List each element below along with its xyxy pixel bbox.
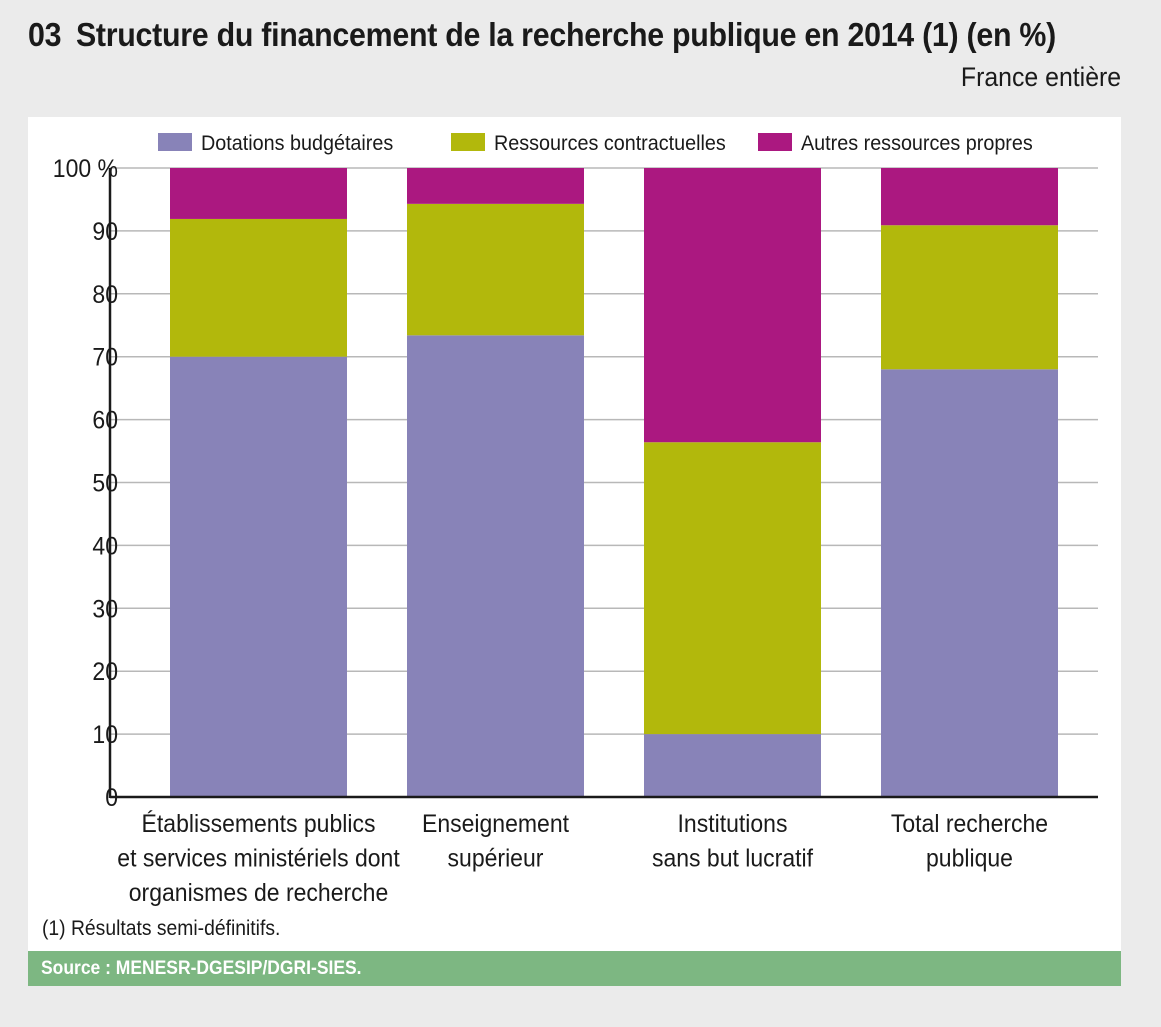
bar-segment: [881, 168, 1058, 226]
bar-segment: [170, 218, 347, 357]
legend-label: Dotations budgétaires: [201, 131, 393, 155]
x-category-labels: Établissements publics et services minist…: [117, 810, 1048, 907]
bar-segment: [170, 356, 347, 797]
bar-segment: [881, 225, 1058, 370]
bar-segment: [407, 203, 584, 336]
bar-segment: [407, 335, 584, 797]
y-tick-label: 100 %: [53, 155, 118, 183]
bar-segment: [881, 369, 1058, 797]
legend: Dotations budgétaires Ressources contract…: [158, 131, 1033, 155]
x-category-label: Institutions sans but lucratif: [652, 810, 813, 873]
legend-swatch: [758, 133, 792, 151]
y-tick-label: 90: [92, 218, 118, 246]
x-category-label-line: publique: [926, 845, 1013, 873]
y-tick-label: 60: [92, 407, 118, 435]
y-tick-label: 0: [105, 784, 118, 812]
source-text: Source : MENESR-DGESIP/DGRI-SIES.: [41, 958, 362, 979]
y-tick-label: 10: [92, 721, 118, 749]
figure-number: 03: [28, 16, 62, 53]
y-tick-label: 40: [92, 533, 118, 561]
x-category-label: Établissements publics et services minist…: [117, 810, 400, 907]
x-category-label-line: et services ministériels dont: [117, 845, 400, 873]
y-tick-label: 80: [92, 281, 118, 309]
x-category-label-line: supérieur: [448, 845, 544, 873]
legend-swatch: [451, 133, 485, 151]
x-category-label-line: Établissements publics: [142, 810, 376, 838]
title-text: Structure du financement de la recherche…: [75, 16, 1056, 53]
x-category-label-line: sans but lucratif: [652, 845, 813, 873]
chart-subtitle: France entière: [960, 62, 1121, 92]
source-bar: Source : MENESR-DGESIP/DGRI-SIES.: [28, 951, 1121, 986]
x-category-label: Total recherche publique: [891, 810, 1048, 873]
y-tick-label: 30: [92, 595, 118, 623]
bar-segment: [644, 734, 821, 797]
legend-swatch: [158, 133, 192, 151]
bar-segment: [407, 168, 584, 204]
bar-segment: [644, 168, 821, 443]
bars: [170, 168, 1058, 797]
x-category-label-line: organismes de recherche: [129, 879, 388, 907]
y-tick-label: 20: [92, 658, 118, 686]
y-tick-labels: 0 10 20 30 40 50 60 70 80 90 100 %: [53, 155, 118, 812]
footnote: (1) Résultats semi-définitifs.: [42, 917, 281, 940]
legend-label: Ressources contractuelles: [494, 131, 726, 155]
y-tick-label: 70: [92, 344, 118, 372]
bar-segment: [644, 442, 821, 735]
x-category-label-line: Enseignement: [422, 810, 569, 838]
axes: [108, 168, 1098, 799]
x-category-label-line: Institutions: [678, 810, 788, 838]
legend-label: Autres ressources propres: [801, 131, 1033, 155]
bar-segment: [170, 168, 347, 219]
y-tick-label: 50: [92, 470, 118, 498]
chart-title: 03 Structure du financement de la recherc…: [28, 16, 1056, 54]
x-category-label: Enseignement supérieur: [422, 810, 569, 873]
x-category-label-line: Total recherche: [891, 810, 1048, 838]
